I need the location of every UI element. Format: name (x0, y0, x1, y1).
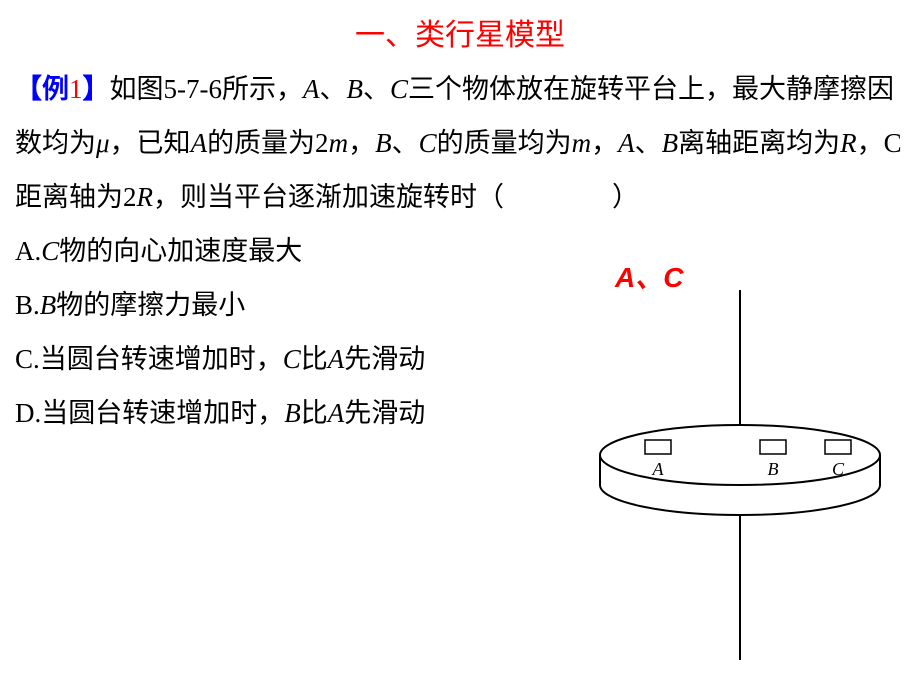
text-segment: 的质量为2 (207, 128, 329, 158)
text-segment: ，则当平台逐渐加速旋转时（ ） (153, 182, 639, 212)
option-prefix: B. (15, 290, 40, 320)
bracket-close: 】 (83, 74, 110, 104)
variable-m: m (329, 128, 349, 158)
text-segment: ， (348, 128, 375, 158)
text-segment: 、 (363, 74, 390, 104)
option-text: 物的向心加速度最大 (59, 236, 302, 266)
variable-B: B (40, 290, 57, 320)
text-segment: ，已知 (110, 128, 191, 158)
text-segment: 的质量均为 (437, 128, 572, 158)
variable-B: B (284, 398, 301, 428)
text-segment: 如图5-7-6所示， (110, 74, 303, 104)
variable-C: C (283, 344, 301, 374)
label-A: A (652, 459, 665, 479)
block-B (760, 440, 786, 454)
text-segment: 、 (319, 74, 346, 104)
variable-R: R (137, 182, 154, 212)
text-segment: ， (591, 128, 618, 158)
bracket-open: 【 (15, 74, 42, 104)
option-A: A.C物的向心加速度最大 (15, 224, 905, 278)
problem-content: 【例1】如图5-7-6所示，A、B、C三个物体放在旋转平台上，最大静摩擦因数均为… (0, 62, 920, 224)
text-segment: 离轴距离均为 (678, 128, 840, 158)
variable-m: m (572, 128, 592, 158)
variable-C: C (390, 74, 408, 104)
block-A (645, 440, 671, 454)
variable-A: A (191, 128, 208, 158)
option-prefix: A. (15, 236, 41, 266)
option-prefix: C.当圆台转速增加时， (15, 344, 283, 374)
label-B: B (768, 459, 779, 479)
section-title: 一、类行星模型 (0, 0, 920, 62)
variable-A: A (303, 74, 320, 104)
variable-A: A (618, 128, 635, 158)
text-segment: 、 (635, 128, 662, 158)
variable-C: C (41, 236, 59, 266)
variable-mu: μ (96, 128, 110, 158)
option-text: 先滑动 (344, 398, 425, 428)
variable-B: B (662, 128, 679, 158)
label-C: C (832, 459, 845, 479)
text-segment: 、 (392, 128, 419, 158)
example-label: 例 (42, 74, 69, 104)
variable-B: B (346, 74, 363, 104)
option-prefix: D.当圆台转速增加时， (15, 398, 284, 428)
variable-A: A (328, 398, 345, 428)
physics-diagram: A B C (595, 290, 885, 660)
variable-B: B (375, 128, 392, 158)
variable-R: R (840, 128, 857, 158)
example-number: 1 (69, 74, 83, 104)
option-text: 物的摩擦力最小 (56, 290, 245, 320)
variable-C: C (419, 128, 437, 158)
option-text: 先滑动 (344, 344, 425, 374)
turntable-diagram: A B C (595, 290, 885, 660)
option-mid: 比 (301, 344, 328, 374)
option-mid: 比 (301, 398, 328, 428)
block-C (825, 440, 851, 454)
variable-A: A (328, 344, 345, 374)
